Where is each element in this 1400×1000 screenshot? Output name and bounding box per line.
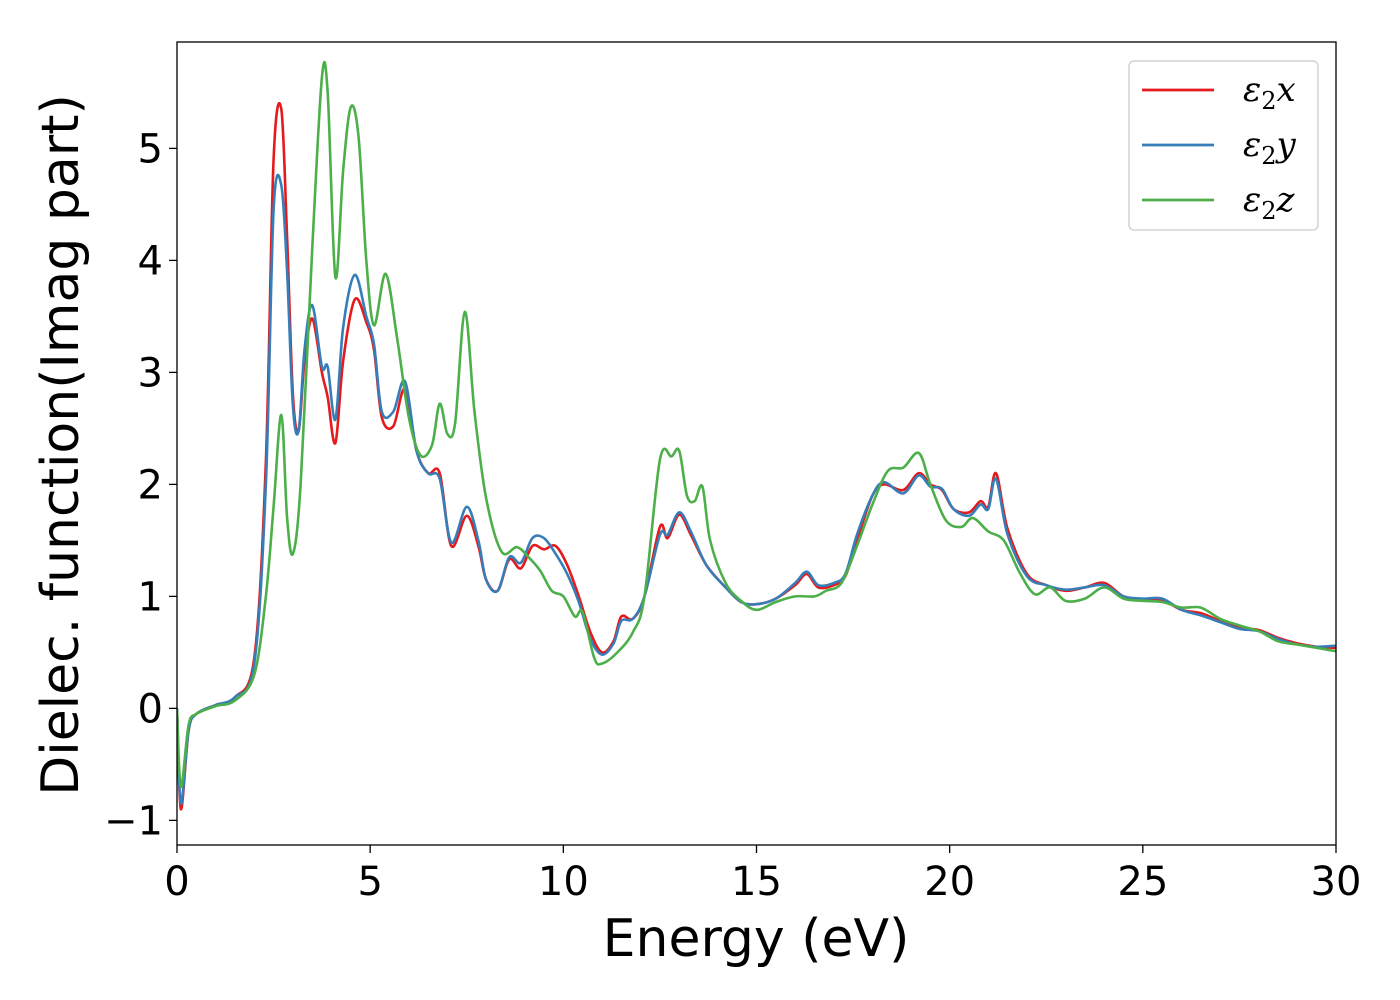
y-axis: −1 0 1 2 3 4 5 xyxy=(104,126,177,844)
y-tick-label: 0 xyxy=(138,686,163,732)
legend: ε2x ε2y ε2z xyxy=(1128,60,1319,231)
x-tick-label: 25 xyxy=(1117,859,1168,905)
x-tick-label: 10 xyxy=(538,859,589,905)
x-tick-label: 30 xyxy=(1311,859,1362,905)
x-tick-label: 0 xyxy=(164,859,189,905)
legend-label-y: ε2y xyxy=(1243,125,1297,170)
series-layer xyxy=(177,60,1336,811)
legend-label-z: ε2z xyxy=(1243,180,1296,225)
y-tick-label: 5 xyxy=(138,126,163,172)
x-axis-label: Energy (eV) xyxy=(603,909,910,969)
x-axis: 0 5 10 15 20 25 30 xyxy=(164,845,1361,905)
y-tick-label: 2 xyxy=(138,462,163,508)
x-tick-label: 20 xyxy=(924,859,975,905)
y-tick-label: 4 xyxy=(138,238,163,284)
y-tick-label: 3 xyxy=(138,350,163,396)
x-tick-label: 15 xyxy=(731,859,782,905)
series-line-z xyxy=(177,60,1336,789)
x-tick-label: 5 xyxy=(357,859,382,905)
y-tick-label: −1 xyxy=(104,798,163,844)
legend-box xyxy=(1128,60,1319,231)
y-tick-label: 1 xyxy=(138,574,163,620)
y-axis-label: Dielec. function(Imag part) xyxy=(31,94,91,796)
series-line-y xyxy=(177,173,1336,805)
legend-label-x: ε2x xyxy=(1243,70,1296,115)
